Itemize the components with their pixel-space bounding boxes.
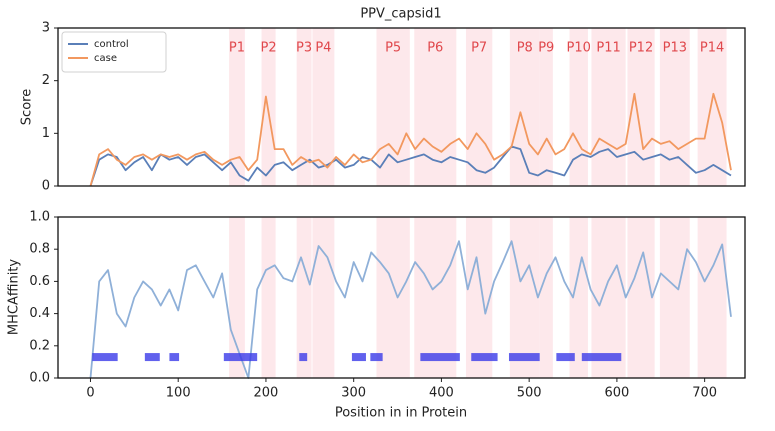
region-label: P2 — [261, 41, 277, 56]
y-tick-label: 0.6 — [29, 274, 50, 289]
binder-segment — [420, 353, 460, 362]
x-tick-label: 100 — [166, 386, 191, 401]
series-line — [89, 145, 732, 187]
axes-frame — [57, 27, 746, 187]
region — [591, 28, 626, 186]
region — [509, 217, 540, 378]
y-axis-label: Score — [20, 89, 35, 125]
binder-segment — [223, 353, 258, 362]
chart-title: PPV_capsid1 — [360, 7, 441, 22]
binder-segment — [299, 353, 308, 362]
region — [697, 217, 727, 378]
region-label: P4 — [315, 41, 331, 56]
binder-segment — [144, 353, 160, 362]
legend-label: control — [94, 39, 129, 50]
binder-segment — [351, 353, 366, 362]
binder-segment — [92, 353, 118, 362]
axes-frame — [57, 216, 746, 379]
region — [659, 217, 690, 378]
region — [296, 28, 312, 186]
x-tick-label: 200 — [254, 386, 279, 401]
y-tick-label: 1.0 — [29, 210, 50, 225]
binder-segment — [556, 353, 575, 362]
region — [312, 217, 335, 378]
y-tick-label: 0 — [42, 179, 50, 194]
region-label: P6 — [427, 41, 443, 56]
binder-segment — [471, 353, 498, 362]
region — [376, 217, 410, 378]
region-label: P11 — [596, 41, 620, 56]
series-line — [89, 240, 732, 379]
region-label: P13 — [663, 41, 687, 56]
series-line — [89, 92, 732, 187]
region — [465, 28, 493, 186]
x-tick-label: 0 — [86, 386, 94, 401]
y-axis-label: MHCAffinity — [7, 259, 22, 335]
region — [261, 217, 276, 378]
x-tick-label: 500 — [517, 386, 542, 401]
legend-label: case — [94, 53, 117, 64]
region — [591, 217, 626, 378]
y-tick-label: 0.2 — [29, 338, 50, 353]
region — [697, 28, 727, 186]
binder-segment — [508, 353, 540, 362]
region-label: P12 — [629, 41, 653, 56]
y-tick-label: 2 — [42, 73, 50, 88]
region — [312, 28, 335, 186]
region-label: P10 — [567, 41, 591, 56]
legend-box — [61, 31, 167, 73]
binder-segment — [169, 353, 180, 362]
region — [229, 28, 245, 186]
region — [539, 217, 553, 378]
region-label: P1 — [229, 41, 245, 56]
region — [261, 28, 276, 186]
region-label: P7 — [471, 41, 487, 56]
x-tick-label: 700 — [692, 386, 717, 401]
y-tick-label: 0.4 — [29, 306, 50, 321]
region-label: P8 — [517, 41, 533, 56]
region — [659, 28, 690, 186]
y-tick-label: 1 — [42, 126, 50, 141]
x-tick-label: 600 — [604, 386, 629, 401]
x-tick-label: 400 — [429, 386, 454, 401]
region — [569, 217, 588, 378]
region — [465, 217, 493, 378]
binder-segment — [370, 353, 383, 362]
x-axis-label: Position in in Protein — [335, 406, 467, 421]
region — [569, 28, 588, 186]
y-tick-label: 0.0 — [29, 371, 50, 386]
region-label: P5 — [385, 41, 401, 56]
region-label: P14 — [700, 41, 724, 56]
region-label: P3 — [296, 41, 312, 56]
region-label: P9 — [538, 41, 554, 56]
region — [414, 217, 457, 378]
region — [627, 217, 655, 378]
x-tick-label: 300 — [341, 386, 366, 401]
binder-segment — [581, 353, 622, 362]
y-tick-label: 3 — [42, 21, 50, 36]
y-tick-label: 0.8 — [29, 242, 50, 257]
